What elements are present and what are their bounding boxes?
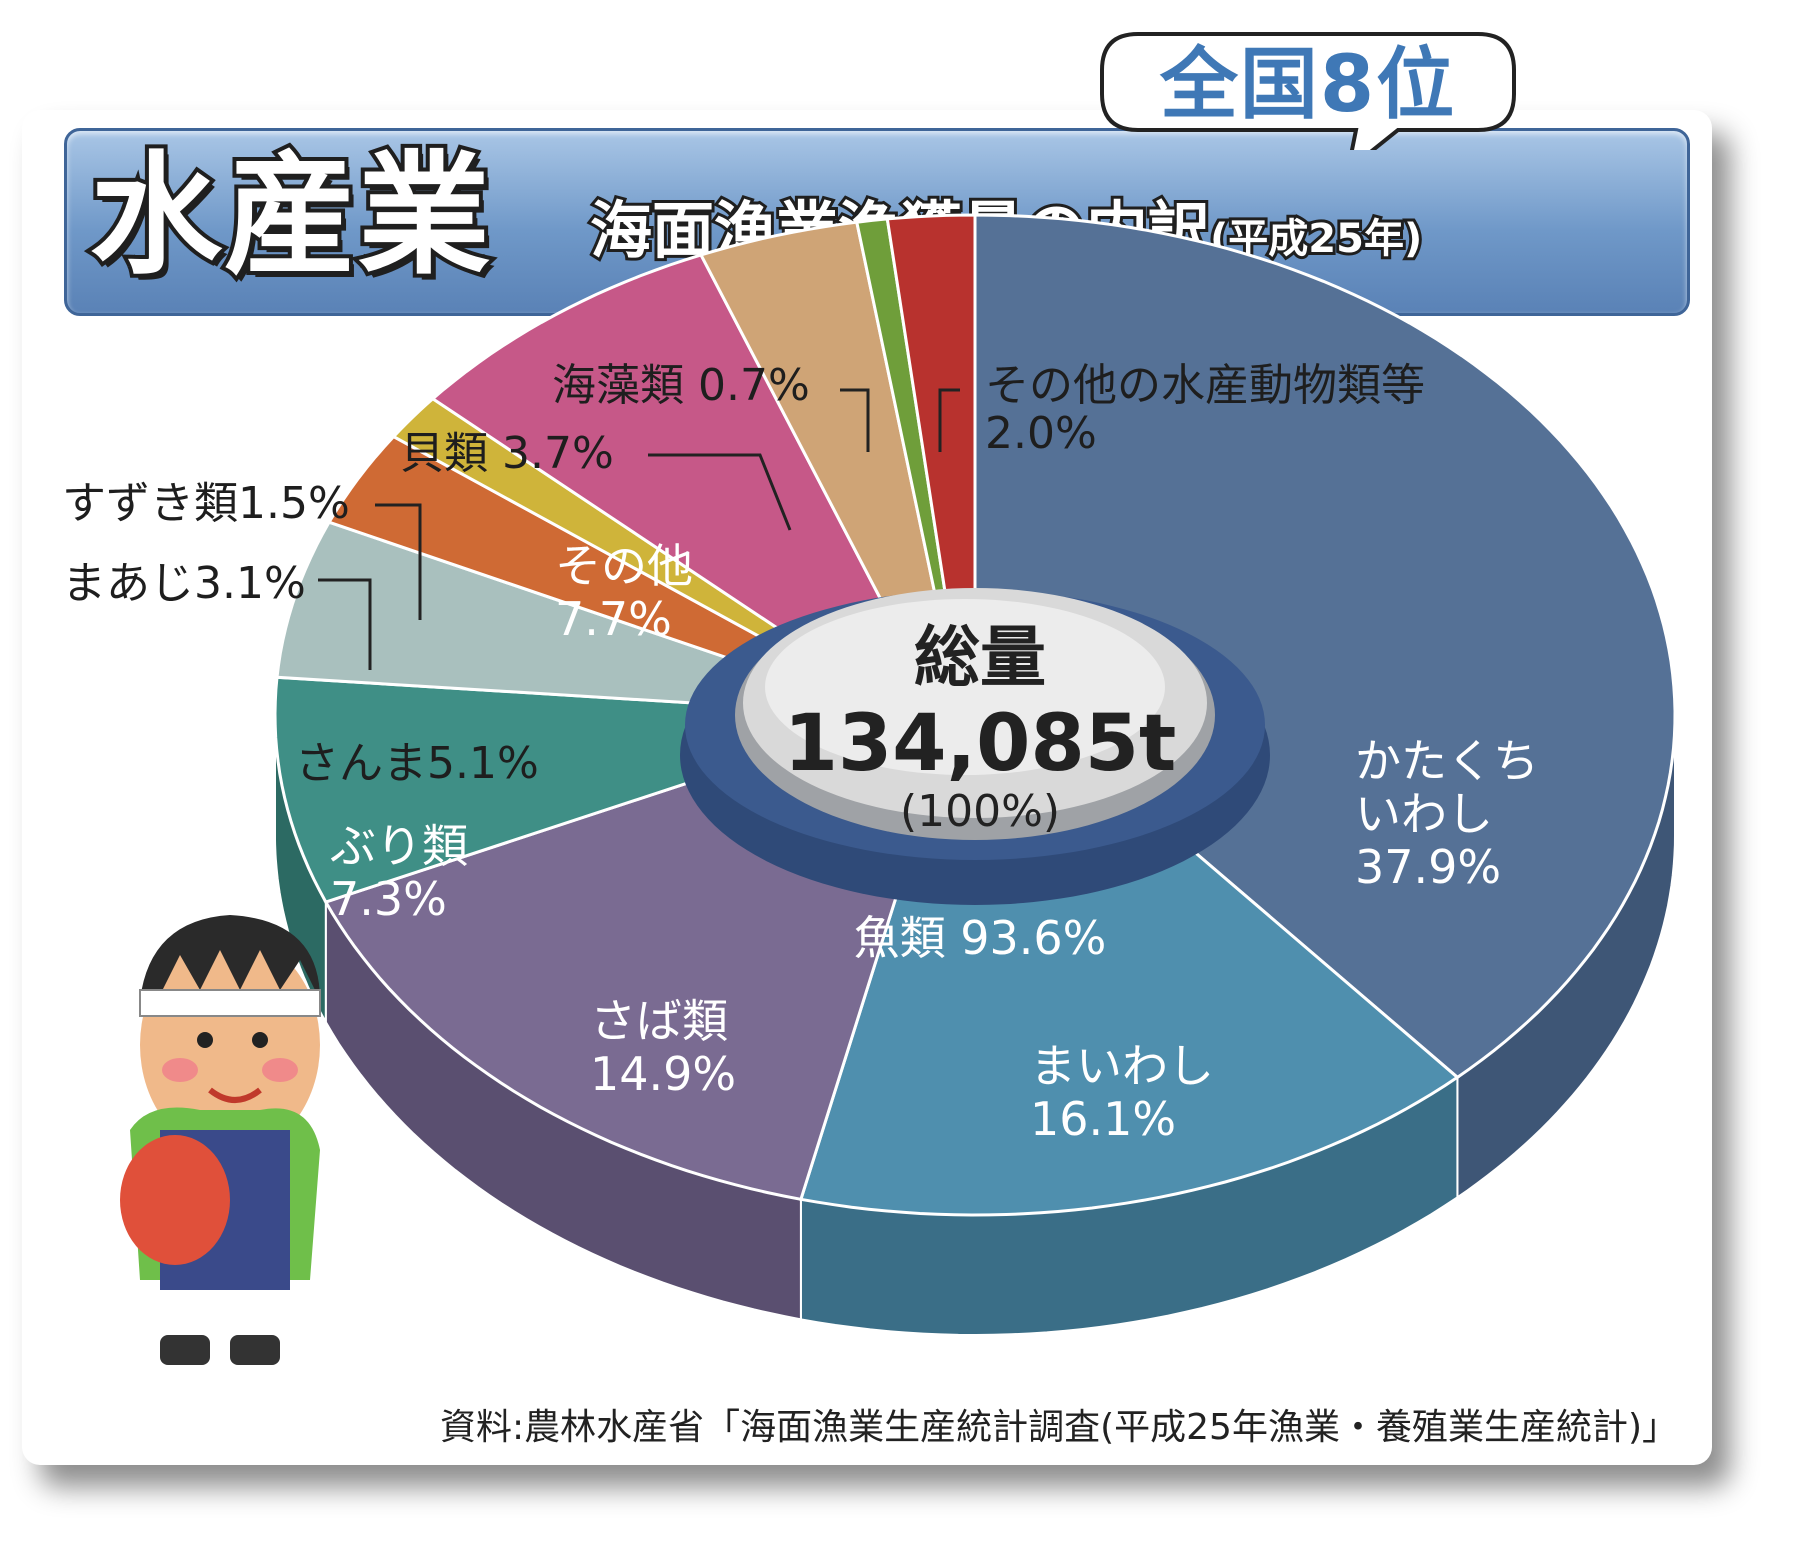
leader-suzuki [375,503,422,620]
label-sanma: さんま5.1% [295,738,539,789]
center-total: 134,085t [783,699,1177,789]
leader-kaiso [840,388,870,452]
group-label-fish: 魚類 93.6% [853,911,1107,965]
label-maiwashi: まいわし 16.1% [1030,1039,1214,1146]
label-katakuchi: かたくち いわし 37.9% [1355,734,1539,894]
label-sonota: その他 7.7% [555,539,693,646]
label-other-animals: その他の水産動物類等 2.0% [985,360,1425,460]
fisherman-mascot-icon [120,915,321,1365]
label-buri: ぶり類 7.3% [330,819,468,926]
center-label: 総量 [914,619,1046,696]
label-kai: 貝類 3.7% [400,428,614,479]
leader-other-animals [938,388,960,452]
label-saba: さば類 14.9% [590,994,737,1101]
hole-highlight [765,599,1165,775]
chart-title: 水産業 [86,139,494,293]
label-maaji: まあじ3.1% [62,558,306,609]
source-note: 資料:農林水産省「海面漁業生産統計調査(平成25年漁業・養殖業生産統計)」 [439,1407,1678,1448]
label-kaiso: 海藻類 0.7% [552,360,810,411]
center-percent: (100%) [899,786,1061,837]
label-suzuki: すずき類1.5% [62,478,350,529]
rank-label: 全国8位 [1159,40,1457,130]
leader-kai [648,453,792,531]
rank-bubble [1100,32,1516,150]
leader-maaji [318,578,372,670]
